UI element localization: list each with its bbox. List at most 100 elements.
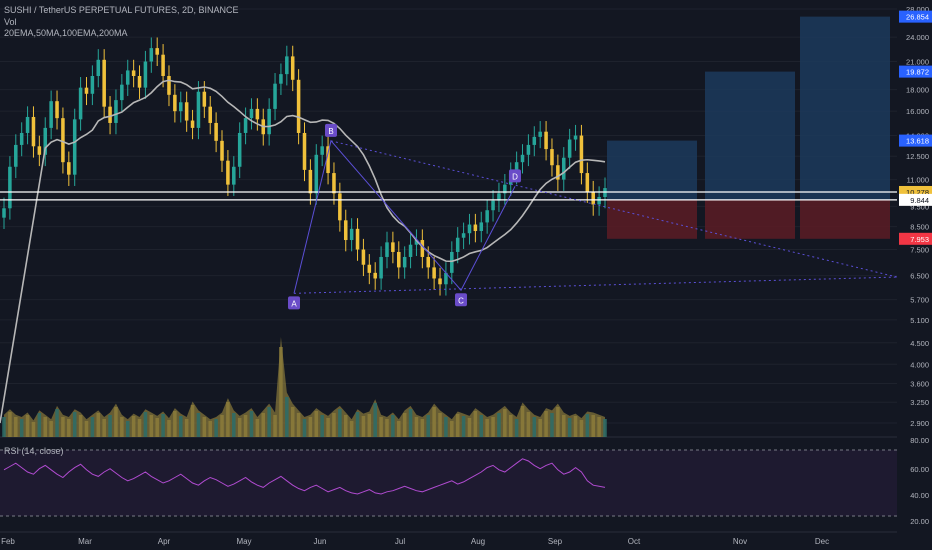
- volume-bar: [338, 409, 342, 437]
- time-tick-label: Mar: [78, 537, 92, 546]
- volume-bar: [261, 413, 266, 437]
- candle: [108, 106, 112, 123]
- volume-bar: [379, 417, 383, 437]
- price-badge-label: 13.618: [906, 137, 929, 146]
- volume-bar: [14, 417, 18, 437]
- price-badge: [899, 193, 932, 206]
- candle: [202, 91, 207, 107]
- volume-bar: [137, 419, 142, 437]
- volume-bar: [120, 417, 124, 437]
- pattern-point-c: [455, 293, 467, 307]
- price-badge-label: 9.844: [910, 196, 929, 205]
- target-zone-3: [800, 16, 890, 200]
- volume-bar: [67, 419, 71, 437]
- pattern-label-b: B: [328, 127, 333, 136]
- volume-bar: [90, 417, 95, 437]
- price-tick-label: 6.500: [910, 272, 929, 281]
- candle: [497, 193, 501, 201]
- price-tick-label: 8.500: [910, 223, 929, 232]
- candle: [290, 56, 295, 80]
- volume-bar: [491, 417, 495, 437]
- volume-bar: [591, 415, 595, 437]
- price-badge-label: 19.872: [906, 68, 929, 77]
- volume-bar: [550, 413, 554, 437]
- price-badge: [899, 134, 932, 147]
- volume-bar: [343, 415, 348, 437]
- volume-bar: [178, 416, 183, 437]
- volume-bar: [155, 418, 159, 437]
- time-tick-label: Nov: [733, 537, 747, 546]
- volume-bar: [520, 406, 525, 437]
- candle: [8, 166, 12, 209]
- volume-bar: [391, 415, 395, 437]
- candle: [184, 102, 189, 121]
- rsi-tick-label: 60.00: [910, 465, 929, 474]
- candle: [503, 184, 507, 194]
- candle: [450, 251, 454, 273]
- candle: [114, 100, 118, 123]
- candle: [14, 144, 18, 167]
- candle: [408, 244, 413, 257]
- candle: [173, 94, 177, 112]
- candle: [220, 140, 224, 161]
- candle: [120, 84, 124, 101]
- candle: [255, 108, 260, 120]
- candle: [444, 272, 448, 285]
- pattern-label-c: C: [458, 296, 464, 305]
- price-badge: [899, 10, 932, 23]
- stop-zone-2: [705, 199, 795, 239]
- volume-bar: [308, 417, 313, 437]
- candle: [397, 251, 401, 268]
- time-tick-label: Jul: [395, 537, 405, 546]
- stop-zone-3: [800, 199, 890, 239]
- volume-bar: [455, 414, 460, 437]
- candle: [414, 240, 419, 245]
- volume-bar: [397, 421, 401, 437]
- price-tick-label: 24.000: [906, 33, 929, 42]
- candle: [585, 173, 590, 192]
- candle: [37, 146, 42, 155]
- volume-bar: [514, 419, 519, 437]
- price-tick-label: 9.500: [910, 202, 929, 211]
- volume-bar: [544, 411, 548, 437]
- volume-bar: [184, 419, 189, 437]
- price-badge: [899, 232, 932, 245]
- candle: [314, 154, 319, 194]
- candle: [249, 108, 254, 119]
- volume-bar: [114, 407, 118, 437]
- candle: [526, 144, 531, 155]
- volume-bar: [72, 412, 77, 437]
- volume-bar: [273, 415, 277, 437]
- candle: [426, 256, 431, 268]
- volume-bar: [214, 419, 218, 437]
- volume-bar: [579, 420, 584, 437]
- volume-bar: [143, 412, 148, 437]
- rsi-tick-label: 80.00: [910, 436, 929, 445]
- time-tick-label: Aug: [471, 537, 485, 546]
- candle: [125, 70, 130, 85]
- volume-bar: [367, 414, 372, 437]
- rsi-line: [3, 458, 606, 495]
- volume-bar: [196, 413, 201, 437]
- volume-bar: [402, 413, 407, 437]
- volume-bar: [84, 421, 89, 437]
- price-tick-label: 11.000: [907, 176, 929, 185]
- time-tick-label: Oct: [628, 537, 641, 546]
- pattern-point-a: [288, 296, 300, 310]
- volume-bar: [19, 419, 24, 437]
- volume-bar: [526, 412, 531, 437]
- candle: [349, 228, 354, 241]
- volume-bar: [473, 411, 478, 437]
- candle: [25, 116, 30, 133]
- volume-bar: [432, 407, 436, 437]
- price-tick-label: 3.600: [910, 380, 929, 389]
- volume-bar: [232, 413, 236, 437]
- volume-bar: [285, 397, 289, 437]
- price-tick-label: 12.500: [906, 152, 929, 161]
- pattern-lower-trend: [293, 276, 898, 294]
- candle: [19, 132, 24, 145]
- volume-bar: [226, 402, 230, 437]
- candle: [237, 132, 242, 167]
- candle: [296, 79, 301, 133]
